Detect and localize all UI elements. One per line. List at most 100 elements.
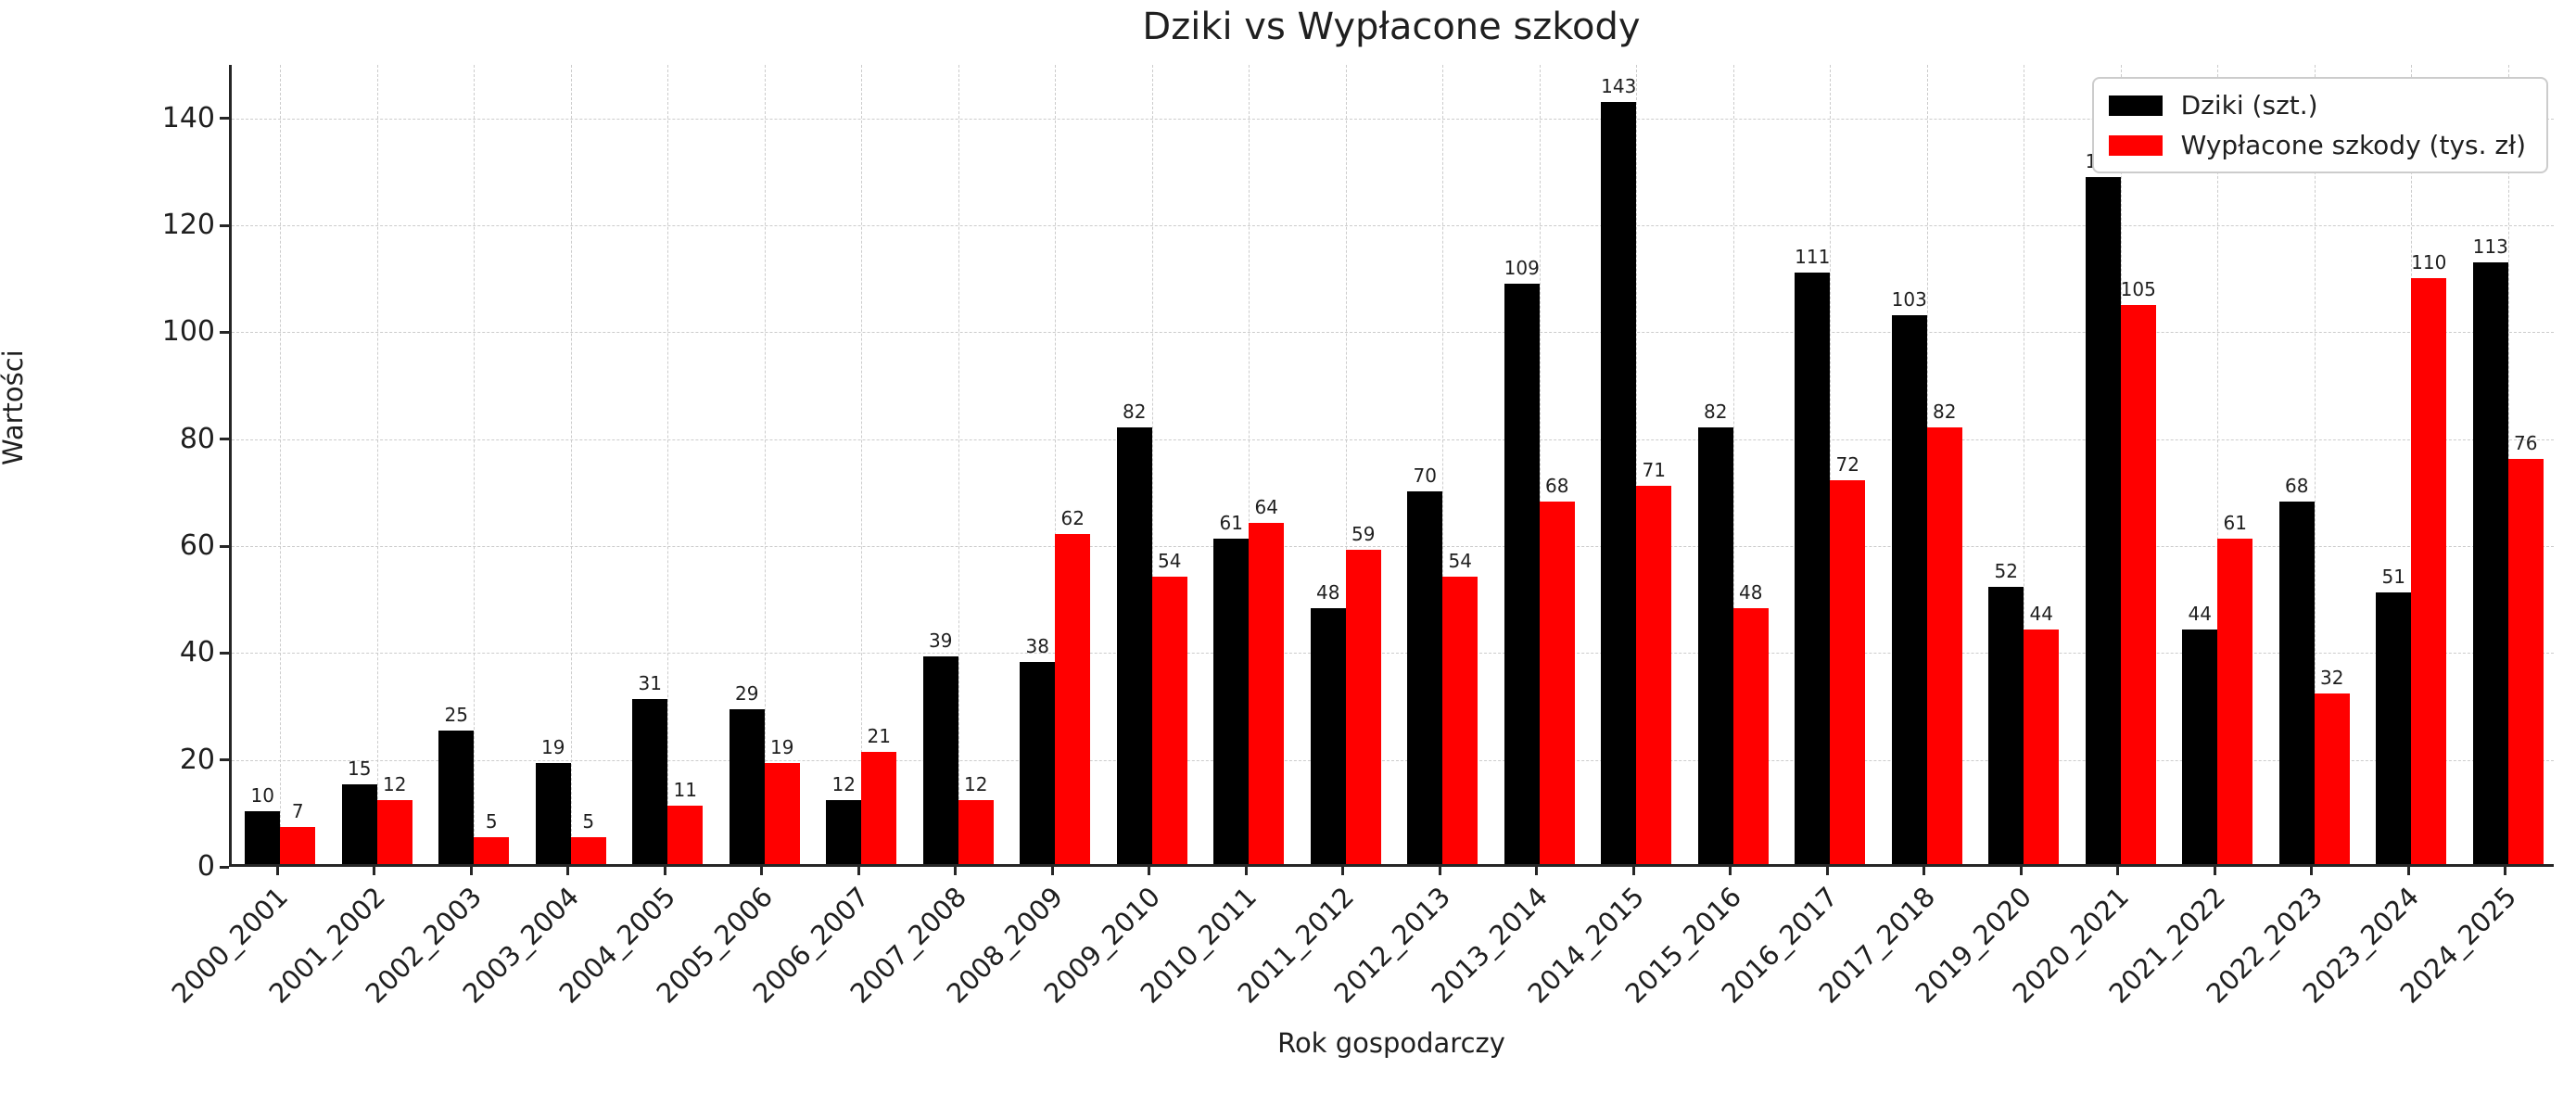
bar-column: 109 (1504, 65, 1540, 864)
bar-value-label: 103 (1891, 288, 1927, 312)
bar-value-label: 7 (291, 799, 304, 822)
bar-dziki-2019_2020 (1988, 587, 2024, 864)
bar-dziki-2024_2025 (2472, 261, 2508, 864)
bar-group-2021_2022: 44 61 (2169, 65, 2266, 864)
bar-column: 12 (376, 65, 412, 864)
bar-dziki-2007_2008 (922, 655, 958, 864)
bar-dziki-2012_2013 (1407, 490, 1443, 864)
y-tick-label: 140 (161, 101, 215, 134)
bar-szkody-2015_2016 (1732, 608, 1769, 864)
bar-dziki-2010_2011 (1213, 539, 1250, 864)
bar-group-2011_2012: 48 59 (1298, 65, 1395, 864)
bar-group-2005_2006: 29 19 (717, 65, 814, 864)
bar-dziki-2009_2010 (1116, 426, 1152, 864)
x-tick-mark (1631, 867, 1635, 875)
bar-group-2010_2011: 61 64 (1200, 65, 1298, 864)
bar-dziki-2013_2014 (1504, 283, 1540, 864)
bar-column: 110 (2411, 65, 2446, 864)
y-axis-label: Wartości (0, 350, 29, 465)
y-tick-label: 40 (179, 636, 215, 669)
bar-value-label: 72 (1835, 453, 1859, 477)
y-tick-mark (220, 544, 229, 548)
bar-szkody-2004_2005 (667, 805, 704, 864)
bar-dziki-2003_2004 (535, 762, 571, 864)
bar-group-2000_2001: 10 7 (232, 65, 329, 864)
x-tick-mark (1438, 867, 1441, 875)
v-gridline (2314, 65, 2316, 864)
bar-szkody-2016_2017 (1830, 480, 1866, 864)
bar-value-label: 48 (1739, 581, 1763, 604)
bar-szkody-2022_2023 (2314, 693, 2350, 864)
bar-value-label: 82 (1123, 400, 1147, 423)
v-gridline (958, 65, 959, 864)
y-tick-mark (220, 330, 229, 334)
bar-group-2023_2024: 51 110 (2363, 65, 2460, 864)
bar-group-2003_2004: 19 5 (523, 65, 620, 864)
bar-value-label: 109 (1504, 256, 1540, 279)
legend-label-dziki: Dziki (szt.) (2180, 90, 2318, 121)
bar-szkody-2014_2015 (1636, 486, 1672, 864)
v-gridline (1055, 65, 1057, 864)
bar-value-label: 51 (2381, 565, 2405, 588)
bar-column: 51 (2376, 65, 2412, 864)
bar-column: 61 (2217, 65, 2253, 864)
bar-value-label: 19 (770, 735, 794, 758)
chart-title: Dziki vs Wypłacone szkody (1142, 6, 1641, 48)
bar-column: 48 (1310, 65, 1346, 864)
bar-value-label: 44 (2029, 603, 2053, 626)
v-gridline (764, 65, 766, 864)
bar-column: 19 (764, 65, 800, 864)
plot-area: Dziki (szt.) Wypłacone szkody (tys. zł) … (229, 65, 2554, 867)
bar-value-label: 61 (1219, 512, 1243, 535)
v-gridline (1442, 65, 1444, 864)
v-gridline (570, 65, 572, 864)
bar-column: 31 (632, 65, 668, 864)
bar-column: 38 (1020, 65, 1056, 864)
h-gridline (232, 439, 2554, 440)
bar-dziki-2023_2024 (2376, 592, 2412, 864)
v-gridline (474, 65, 476, 864)
bar-dziki-2014_2015 (1601, 102, 1637, 864)
bar-szkody-2019_2020 (2024, 630, 2060, 864)
v-gridline (1732, 65, 1734, 864)
bar-szkody-2008_2009 (1055, 533, 1091, 864)
bar-column: 44 (2182, 65, 2218, 864)
y-tick-mark (220, 223, 229, 227)
bar-dziki-2015_2016 (1697, 426, 1733, 864)
bar-column: 5 (570, 65, 606, 864)
bar-value-label: 5 (485, 810, 498, 833)
bar-dziki-2004_2005 (632, 698, 668, 864)
x-tick-mark (663, 867, 666, 875)
x-tick-mark (373, 867, 376, 875)
bar-szkody-2007_2008 (958, 800, 994, 864)
bar-column: 61 (1213, 65, 1250, 864)
x-tick-mark (1729, 867, 1732, 875)
h-gridline (232, 653, 2554, 655)
v-gridline (1539, 65, 1541, 864)
bar-value-label: 143 (1601, 75, 1637, 98)
bar-column: 62 (1055, 65, 1091, 864)
bar-dziki-2016_2017 (1795, 273, 1831, 864)
bar-column: 68 (2278, 65, 2315, 864)
bar-value-label: 10 (250, 783, 274, 807)
bar-column: 105 (2121, 65, 2156, 864)
h-gridline (232, 332, 2554, 334)
bar-column: 111 (1795, 65, 1830, 864)
bar-group-2022_2023: 68 32 (2266, 65, 2364, 864)
bar-column: 12 (826, 65, 862, 864)
bar-dziki-2002_2003 (438, 731, 475, 864)
bar-szkody-2003_2004 (570, 837, 606, 864)
bar-dziki-2005_2006 (729, 709, 765, 864)
bar-group-2009_2010: 82 54 (1104, 65, 1201, 864)
bar-szkody-2011_2012 (1345, 549, 1381, 864)
bar-szkody-2009_2010 (1151, 576, 1187, 864)
bar-column: 143 (1601, 65, 1636, 864)
bar-value-label: 15 (348, 757, 372, 780)
x-tick-mark (2116, 867, 2120, 875)
x-tick-mark (275, 867, 279, 875)
v-gridline (280, 65, 282, 864)
bar-group-2020_2021: 129105 (2073, 65, 2170, 864)
bar-group-2024_2025: 113 76 (2460, 65, 2557, 864)
bar-dziki-2022_2023 (2278, 502, 2315, 864)
bar-column: 54 (1151, 65, 1187, 864)
